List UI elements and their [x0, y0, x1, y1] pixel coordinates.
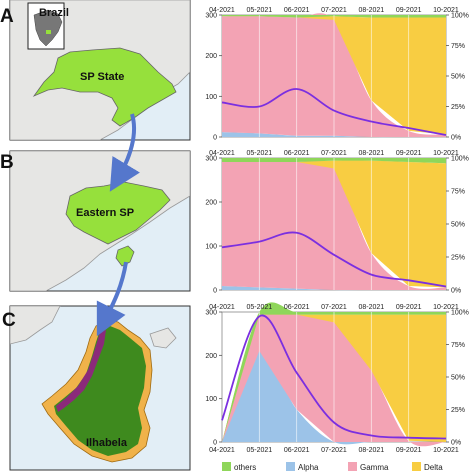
- case-count-line: [221, 88, 447, 136]
- map-a-sp-state: [32, 47, 177, 127]
- month-label: 08-2021: [358, 304, 384, 311]
- left-tick-label: 0: [213, 440, 217, 447]
- right-tick-label: 75%: [451, 342, 465, 349]
- panel-letter-b: B: [0, 152, 14, 173]
- map-c-islet: [149, 327, 177, 349]
- month-label: 04-2021: [209, 304, 235, 311]
- brazil-inset-shape: [33, 9, 63, 47]
- month-label-bottom: 06-2021: [284, 447, 310, 454]
- left-tick-label: 300: [205, 13, 217, 20]
- left-tick-label: 100: [205, 396, 217, 403]
- legend-label-delta: Delta: [424, 463, 443, 472]
- bottom-month-labels: 04-2021 05-2021 06-2021 07-2021 08-2021 09-20…: [209, 447, 459, 454]
- chart-panel-2: 0 100 200 300 0% 25% 50% 75% 100% 04-2021 05-2021 0…: [205, 150, 469, 295]
- month-label: 05-2021: [246, 304, 272, 311]
- right-tick-label: 100%: [451, 310, 469, 317]
- chart-panel-1: 0 100 200 300 0% 25% 50% 75% 100% 04-2021 05-2021 0…: [205, 7, 469, 142]
- legend-label-others: others: [234, 463, 256, 472]
- right-tick-label: 50%: [451, 375, 465, 382]
- map-panel-b: Eastern SP: [9, 150, 191, 292]
- month-label: 10-2021: [433, 150, 459, 157]
- map-panel-c: Ilhabela: [9, 305, 191, 471]
- right-tick-label: 25%: [451, 104, 465, 111]
- left-tick-label: 200: [205, 200, 217, 207]
- map-b-island: [115, 245, 135, 267]
- left-tick-label: 100: [205, 94, 217, 101]
- legend-swatch-delta: [412, 462, 421, 471]
- map-label-sp-state: SP State: [80, 71, 124, 83]
- month-label-bottom: 05-2021: [246, 447, 272, 454]
- area-delta: [222, 16, 446, 135]
- month-label: 05-2021: [246, 150, 272, 157]
- right-tick-label: 100%: [451, 156, 469, 163]
- month-label: 06-2021: [284, 7, 310, 14]
- area-alpha: [222, 132, 446, 138]
- chart-panel-3: 0 100 200 300 0% 25% 50% 75% 100% 04-2021 05-2021 0…: [205, 302, 469, 447]
- legend-label-alpha: Alpha: [298, 463, 319, 472]
- right-tick-label: 0%: [451, 135, 461, 142]
- area-others: [222, 15, 446, 18]
- right-tick-label: 50%: [451, 74, 465, 81]
- legend-swatch-others: [222, 462, 231, 471]
- right-tick-label: 75%: [451, 189, 465, 196]
- panel-letter-a: A: [0, 6, 14, 27]
- left-tick-label: 300: [205, 156, 217, 163]
- map-label-eastern-sp: Eastern SP: [76, 207, 134, 219]
- month-label: 08-2021: [358, 7, 384, 14]
- area-delta: [222, 305, 446, 442]
- right-tick-label: 75%: [451, 43, 465, 50]
- arrow-a-to-b: [109, 113, 140, 192]
- case-count-line: [221, 231, 447, 288]
- right-tick-label: 100%: [451, 13, 469, 20]
- month-label-bottom: 09-2021: [396, 447, 422, 454]
- month-label: 09-2021: [396, 304, 422, 311]
- right-tick-label: 50%: [451, 222, 465, 229]
- area-delta: [222, 160, 446, 288]
- month-label-bottom: 08-2021: [358, 447, 384, 454]
- brazil-inset-sp-marker: [46, 30, 51, 34]
- panel-letter-c: C: [2, 310, 16, 331]
- arrow-b-to-c: [96, 261, 128, 337]
- legend: others Alpha Gamma Delta: [222, 462, 443, 472]
- month-label: 06-2021: [284, 304, 310, 311]
- legend-swatch-alpha: [286, 462, 295, 471]
- left-tick-label: 0: [213, 288, 217, 295]
- left-tick-label: 200: [205, 53, 217, 60]
- legend-swatch-gamma: [348, 462, 357, 471]
- month-label: 06-2021: [284, 150, 310, 157]
- right-tick-label: 0%: [451, 288, 461, 295]
- month-label: 07-2021: [321, 150, 347, 157]
- map-c-mainland: [10, 306, 61, 345]
- month-label: 04-2021: [209, 150, 235, 157]
- left-tick-label: 100: [205, 244, 217, 251]
- area-alpha: [222, 286, 446, 291]
- map-c-ilhabela-land: [54, 326, 146, 456]
- right-tick-label: 0%: [451, 440, 461, 447]
- map-c-urban-area: [56, 330, 106, 412]
- legend-label-gamma: Gamma: [360, 463, 389, 472]
- month-label: 09-2021: [396, 7, 422, 14]
- map-label-ilhabela: Ilhabela: [86, 437, 128, 449]
- month-label: 04-2021: [209, 7, 235, 14]
- month-label: 07-2021: [321, 304, 347, 311]
- month-label: 10-2021: [433, 304, 459, 311]
- map-label-brazil: Brazil: [39, 7, 69, 19]
- right-tick-label: 25%: [451, 407, 465, 414]
- month-label: 09-2021: [396, 150, 422, 157]
- month-label: 05-2021: [246, 7, 272, 14]
- map-panel-a: Brazil SP State: [9, 0, 191, 141]
- month-label: 10-2021: [433, 7, 459, 14]
- month-label-bottom: 04-2021: [209, 447, 235, 454]
- left-tick-label: 200: [205, 353, 217, 360]
- month-label: 07-2021: [321, 7, 347, 14]
- case-count-line: [221, 314, 447, 440]
- right-tick-label: 25%: [451, 255, 465, 262]
- month-label-bottom: 10-2021: [433, 447, 459, 454]
- left-tick-label: 0: [213, 135, 217, 142]
- left-tick-label: 300: [205, 310, 217, 317]
- month-label: 08-2021: [358, 150, 384, 157]
- month-label-bottom: 07-2021: [321, 447, 347, 454]
